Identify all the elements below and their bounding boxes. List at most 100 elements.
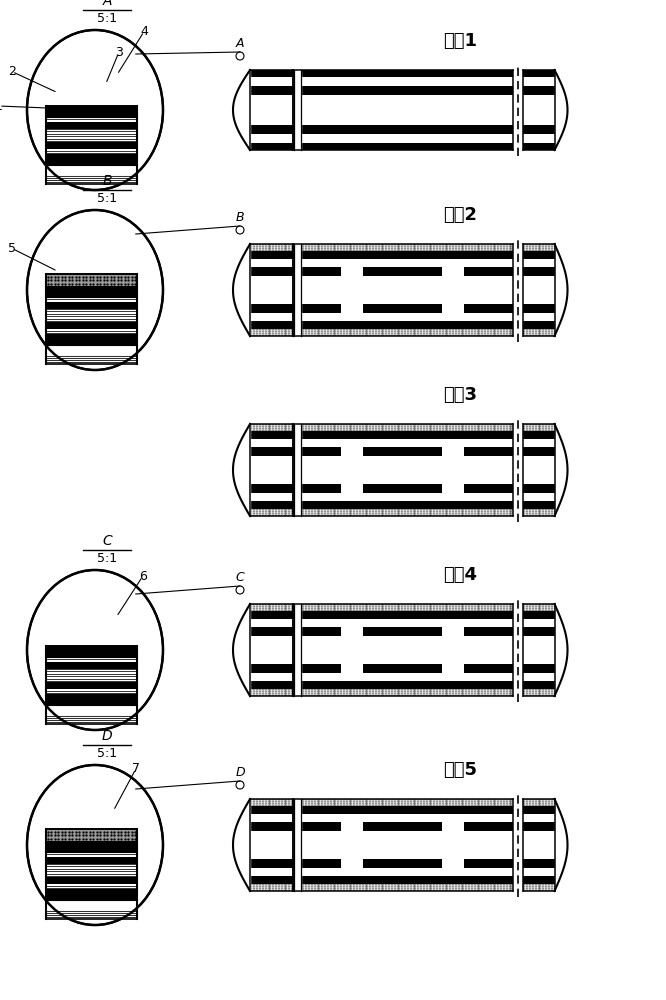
Polygon shape xyxy=(250,251,292,259)
Polygon shape xyxy=(292,244,513,251)
Polygon shape xyxy=(250,806,292,814)
Polygon shape xyxy=(292,484,341,493)
Polygon shape xyxy=(250,501,292,509)
Polygon shape xyxy=(292,321,513,329)
Polygon shape xyxy=(46,355,137,364)
Ellipse shape xyxy=(27,210,163,370)
Polygon shape xyxy=(464,627,513,636)
Text: 5:1: 5:1 xyxy=(97,12,117,25)
Polygon shape xyxy=(292,304,341,313)
Polygon shape xyxy=(292,627,341,636)
Polygon shape xyxy=(46,106,137,117)
Polygon shape xyxy=(523,611,555,619)
Text: B: B xyxy=(103,174,112,188)
Polygon shape xyxy=(292,501,513,509)
Polygon shape xyxy=(523,876,555,884)
Ellipse shape xyxy=(27,570,163,730)
Polygon shape xyxy=(523,70,555,77)
Polygon shape xyxy=(292,681,513,689)
Polygon shape xyxy=(294,70,300,150)
Polygon shape xyxy=(292,509,513,516)
Polygon shape xyxy=(294,604,300,696)
Polygon shape xyxy=(523,77,555,143)
Text: 步骤3: 步骤3 xyxy=(443,386,477,404)
Polygon shape xyxy=(363,447,442,456)
Polygon shape xyxy=(250,86,292,95)
Polygon shape xyxy=(46,345,137,355)
Text: 5:1: 5:1 xyxy=(97,747,117,760)
Polygon shape xyxy=(555,424,567,516)
Polygon shape xyxy=(523,806,555,814)
Polygon shape xyxy=(464,304,513,313)
Polygon shape xyxy=(250,447,292,456)
Polygon shape xyxy=(46,274,137,286)
Polygon shape xyxy=(292,664,341,673)
Polygon shape xyxy=(292,822,341,831)
Polygon shape xyxy=(46,889,137,900)
Polygon shape xyxy=(46,122,137,129)
Polygon shape xyxy=(46,117,137,154)
Polygon shape xyxy=(250,424,292,431)
Polygon shape xyxy=(233,604,250,696)
Polygon shape xyxy=(464,484,513,493)
Polygon shape xyxy=(363,627,442,636)
Polygon shape xyxy=(523,689,555,696)
Polygon shape xyxy=(46,715,137,724)
Polygon shape xyxy=(46,841,137,852)
Text: 步骤2: 步骤2 xyxy=(443,206,477,224)
Text: 5: 5 xyxy=(8,242,16,255)
Text: 2: 2 xyxy=(8,65,16,78)
Polygon shape xyxy=(250,884,292,891)
Polygon shape xyxy=(555,244,567,336)
Polygon shape xyxy=(292,604,513,611)
Polygon shape xyxy=(46,165,137,175)
Polygon shape xyxy=(292,876,513,884)
Text: 4: 4 xyxy=(140,25,148,38)
Polygon shape xyxy=(464,267,513,276)
Polygon shape xyxy=(292,329,513,336)
Polygon shape xyxy=(523,664,555,673)
Polygon shape xyxy=(363,304,442,313)
Polygon shape xyxy=(250,77,292,143)
Polygon shape xyxy=(523,619,555,681)
Polygon shape xyxy=(292,259,513,321)
Polygon shape xyxy=(250,321,292,329)
Polygon shape xyxy=(292,806,513,814)
Polygon shape xyxy=(523,86,555,95)
Polygon shape xyxy=(292,125,513,134)
Polygon shape xyxy=(46,694,137,705)
Text: 5:1: 5:1 xyxy=(97,192,117,205)
Polygon shape xyxy=(523,439,555,501)
Text: 1: 1 xyxy=(0,100,3,112)
Polygon shape xyxy=(250,143,292,150)
Polygon shape xyxy=(523,799,555,806)
Polygon shape xyxy=(233,424,250,516)
Polygon shape xyxy=(46,334,137,345)
Polygon shape xyxy=(292,689,513,696)
Text: D: D xyxy=(102,729,113,743)
Text: 步骤1: 步骤1 xyxy=(443,32,477,50)
Polygon shape xyxy=(250,619,292,681)
Polygon shape xyxy=(46,286,137,297)
Polygon shape xyxy=(250,859,292,868)
Polygon shape xyxy=(250,484,292,493)
Polygon shape xyxy=(523,484,555,493)
Polygon shape xyxy=(363,859,442,868)
Polygon shape xyxy=(292,447,341,456)
Text: 3: 3 xyxy=(115,46,123,59)
Polygon shape xyxy=(46,910,137,919)
Polygon shape xyxy=(233,70,250,150)
Polygon shape xyxy=(292,424,513,431)
Text: C: C xyxy=(102,534,112,548)
Polygon shape xyxy=(523,681,555,689)
Polygon shape xyxy=(250,244,292,251)
Polygon shape xyxy=(250,681,292,689)
Polygon shape xyxy=(555,604,567,696)
Polygon shape xyxy=(523,143,555,150)
Polygon shape xyxy=(46,852,137,889)
Polygon shape xyxy=(523,447,555,456)
Text: A: A xyxy=(236,37,244,50)
Polygon shape xyxy=(46,900,137,910)
Polygon shape xyxy=(523,627,555,636)
Polygon shape xyxy=(46,142,137,149)
